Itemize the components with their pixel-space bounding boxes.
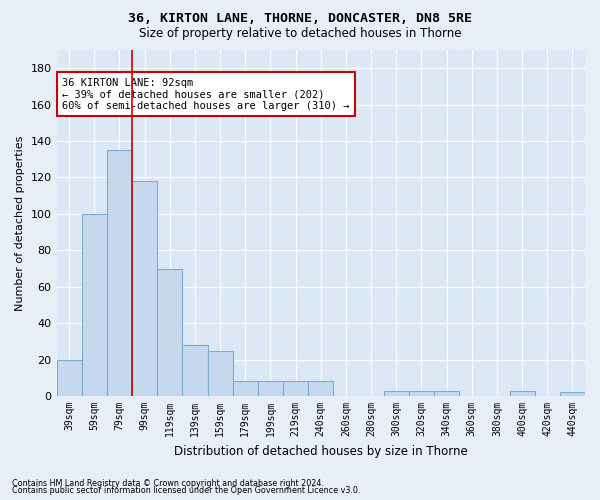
Text: Contains HM Land Registry data © Crown copyright and database right 2024.: Contains HM Land Registry data © Crown c… [12,478,324,488]
Bar [283,382,308,396]
Bar [157,268,182,396]
Bar [434,390,459,396]
Bar [82,214,107,396]
Text: 36 KIRTON LANE: 92sqm
← 39% of detached houses are smaller (202)
60% of semi-det: 36 KIRTON LANE: 92sqm ← 39% of detached … [62,78,349,111]
Bar [182,345,208,396]
Text: Contains public sector information licensed under the Open Government Licence v3: Contains public sector information licen… [12,486,361,495]
Bar [409,390,434,396]
Bar [56,360,82,396]
Bar [107,150,132,396]
X-axis label: Distribution of detached houses by size in Thorne: Distribution of detached houses by size … [174,444,467,458]
Y-axis label: Number of detached properties: Number of detached properties [15,136,25,310]
Bar [383,390,409,396]
Bar [258,382,283,396]
Bar [509,390,535,396]
Bar [560,392,585,396]
Text: 36, KIRTON LANE, THORNE, DONCASTER, DN8 5RE: 36, KIRTON LANE, THORNE, DONCASTER, DN8 … [128,12,472,26]
Bar [308,382,334,396]
Bar [233,382,258,396]
Bar [208,350,233,396]
Text: Size of property relative to detached houses in Thorne: Size of property relative to detached ho… [139,28,461,40]
Bar [132,181,157,396]
